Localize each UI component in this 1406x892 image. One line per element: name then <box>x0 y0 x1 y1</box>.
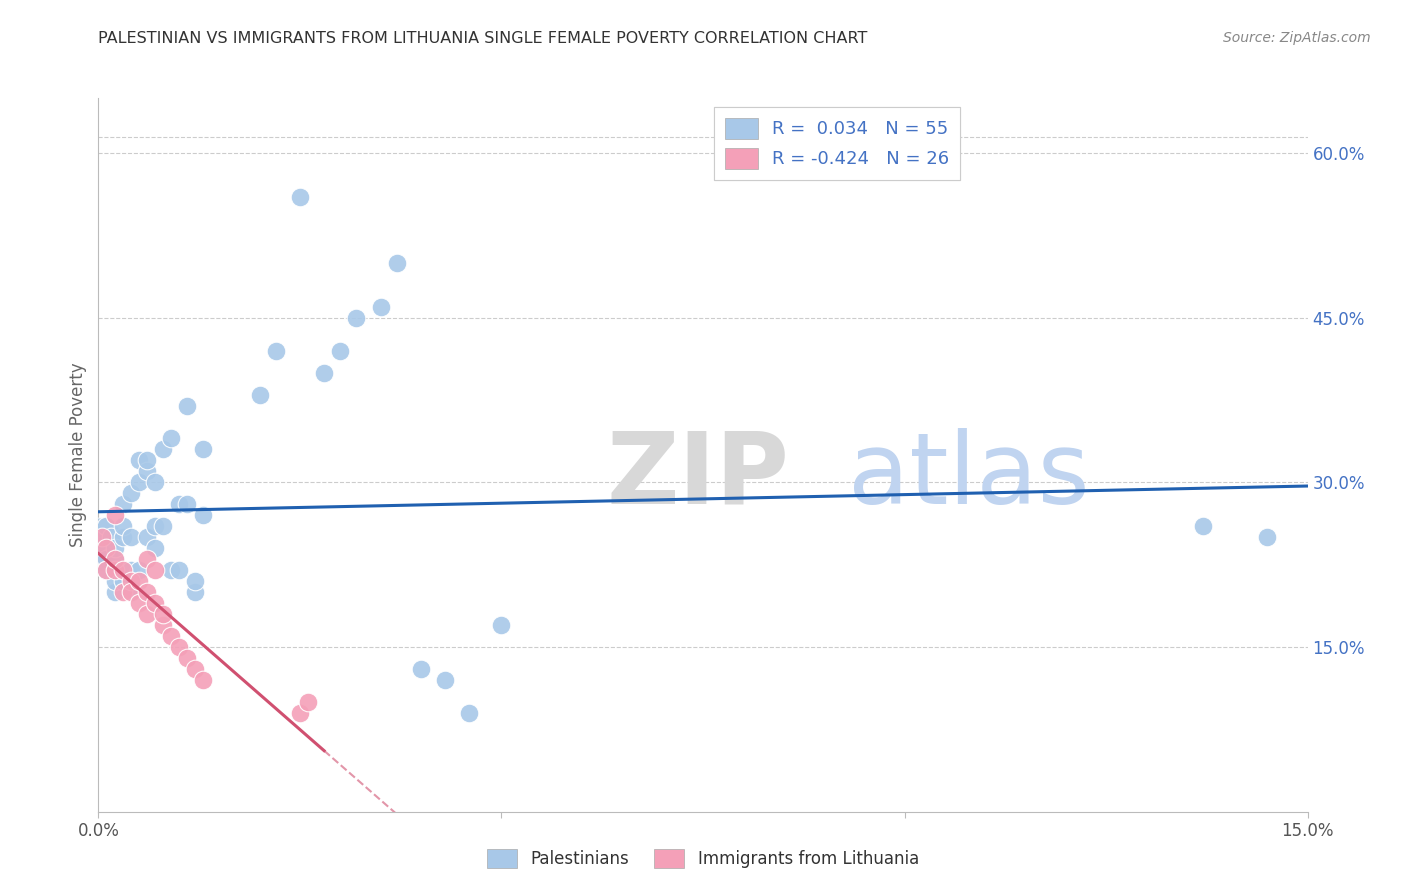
Y-axis label: Single Female Poverty: Single Female Poverty <box>69 363 87 547</box>
Point <box>103 585 125 599</box>
Point <box>128 453 150 467</box>
Point <box>111 563 134 577</box>
Point <box>143 541 166 556</box>
Text: atlas: atlas <box>848 428 1090 524</box>
Point <box>143 563 166 577</box>
Point <box>111 530 134 544</box>
Point <box>152 442 174 457</box>
Point <box>120 563 142 577</box>
Point <box>103 552 125 566</box>
Point <box>176 497 198 511</box>
Point <box>167 497 190 511</box>
Point <box>128 596 150 610</box>
Point <box>288 706 311 720</box>
Point <box>91 530 114 544</box>
Point <box>96 541 118 556</box>
Legend: Palestinians, Immigrants from Lithuania: Palestinians, Immigrants from Lithuania <box>481 842 925 875</box>
Point <box>1256 530 1278 544</box>
Point <box>135 464 157 478</box>
Point <box>135 585 157 599</box>
Point <box>193 673 215 687</box>
Point <box>184 662 207 676</box>
Point <box>103 563 125 577</box>
Point <box>143 475 166 490</box>
Point <box>434 673 457 687</box>
Point <box>128 475 150 490</box>
Point <box>103 541 125 556</box>
Point <box>90 530 112 544</box>
Text: Source: ZipAtlas.com: Source: ZipAtlas.com <box>1223 31 1371 45</box>
Point <box>249 387 271 401</box>
Legend: R =  0.034   N = 55, R = -0.424   N = 26: R = 0.034 N = 55, R = -0.424 N = 26 <box>714 107 960 179</box>
Point <box>128 574 150 589</box>
Text: ZIP: ZIP <box>606 428 789 524</box>
Point <box>458 706 481 720</box>
Point <box>152 607 174 621</box>
Point <box>120 530 142 544</box>
Point <box>297 695 319 709</box>
Point <box>1191 519 1213 533</box>
Point <box>111 497 134 511</box>
Point <box>135 552 157 566</box>
Point <box>314 366 336 380</box>
Point <box>103 563 125 577</box>
Point <box>111 585 134 599</box>
Point <box>96 563 118 577</box>
Text: PALESTINIAN VS IMMIGRANTS FROM LITHUANIA SINGLE FEMALE POVERTY CORRELATION CHART: PALESTINIAN VS IMMIGRANTS FROM LITHUANIA… <box>98 31 868 46</box>
Point <box>90 547 112 561</box>
Point <box>176 399 198 413</box>
Point <box>193 442 215 457</box>
Point <box>120 585 142 599</box>
Point <box>120 585 142 599</box>
Point <box>264 343 287 358</box>
Point <box>152 519 174 533</box>
Point <box>143 519 166 533</box>
Point <box>385 256 408 270</box>
Point <box>160 629 183 643</box>
Point <box>111 519 134 533</box>
Point <box>120 486 142 500</box>
Point <box>135 453 157 467</box>
Point <box>91 530 114 544</box>
Point <box>103 508 125 523</box>
Point <box>152 618 174 632</box>
Point <box>167 640 190 654</box>
Point <box>193 508 215 523</box>
Point <box>135 530 157 544</box>
Point <box>160 432 183 446</box>
Point <box>135 607 157 621</box>
Point <box>409 662 432 676</box>
Point <box>370 300 392 314</box>
Point <box>96 541 118 556</box>
Point <box>288 190 311 204</box>
Point <box>103 552 125 566</box>
Point <box>111 574 134 589</box>
Point <box>167 563 190 577</box>
Point <box>491 618 513 632</box>
Point <box>111 563 134 577</box>
Point <box>96 563 118 577</box>
Point <box>96 552 118 566</box>
Point <box>120 574 142 589</box>
Point <box>176 651 198 665</box>
Point <box>344 310 367 325</box>
Point <box>103 574 125 589</box>
Point <box>184 574 207 589</box>
Point <box>96 519 118 533</box>
Point <box>329 343 352 358</box>
Point <box>143 596 166 610</box>
Point <box>184 585 207 599</box>
Point <box>128 563 150 577</box>
Point <box>100 530 122 544</box>
Point <box>160 563 183 577</box>
